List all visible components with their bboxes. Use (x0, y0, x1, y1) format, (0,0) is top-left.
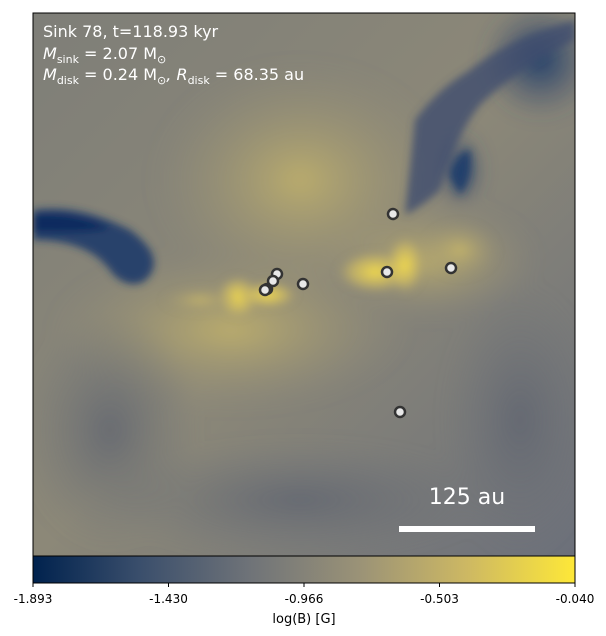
sink-marker (444, 261, 458, 275)
info-line-sink-mass: Msink = 2.07 M⊙ (43, 44, 166, 66)
colorbar-tick-label: -0.966 (285, 592, 324, 606)
sink-marker (258, 283, 272, 297)
info-line-disk: Mdisk = 0.24 M⊙, Rdisk = 68.35 au (43, 65, 304, 87)
sink-marker (296, 277, 310, 291)
colorbar-ticks: -1.893 -1.430 -0.966 -0.503 -0.040 (14, 583, 595, 606)
info-line-title: Sink 78, t=118.93 kyr (43, 22, 219, 41)
scale-bar-line (399, 526, 535, 532)
colorbar-gradient (32, 555, 576, 584)
info-text-block: Sink 78, t=118.93 kyr Msink = 2.07 M⊙ Md… (43, 22, 304, 87)
scale-bar-label: 125 au (429, 485, 505, 510)
sink-marker (266, 274, 280, 288)
sink-marker (386, 207, 400, 221)
magnetic-field-map (33, 13, 575, 556)
sink-particles (258, 207, 458, 419)
sink-marker (380, 265, 394, 279)
colorbar-tick-label: -1.893 (14, 592, 53, 606)
colorbar-label: log(B) [G] (272, 612, 335, 627)
colorbar-tick-label: -1.430 (149, 592, 188, 606)
scale-bar: 125 au (399, 485, 535, 532)
colorbar-tick-label: -0.503 (420, 592, 459, 606)
colorbar: -1.893 -1.430 -0.966 -0.503 -0.040 log(B) [G… (14, 555, 595, 627)
colorbar-tick-label: -0.040 (556, 592, 595, 606)
sink-marker (393, 405, 407, 419)
